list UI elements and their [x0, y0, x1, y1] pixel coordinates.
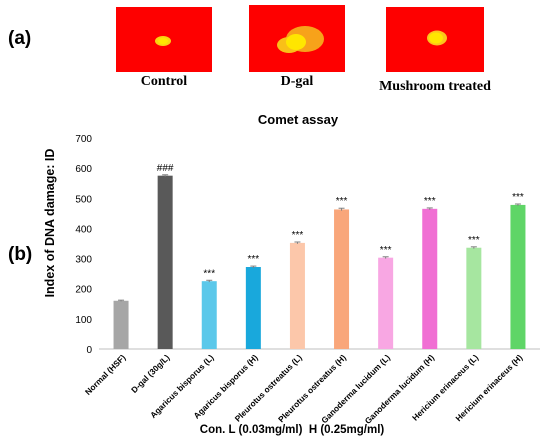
significance-label: ***	[424, 196, 436, 207]
y-tick-label: 300	[75, 255, 92, 266]
bar	[466, 247, 482, 349]
y-tick-label: 600	[75, 164, 92, 175]
y-axis-label: Index of DNA damage: ID	[43, 149, 57, 298]
comet-caption-dgal: D-gal	[280, 74, 314, 89]
significance-label: ###	[157, 163, 174, 174]
comet-caption-control: Control	[140, 74, 188, 89]
bar	[113, 300, 129, 349]
significance-label: ***	[292, 230, 304, 241]
y-tick-label: 100	[75, 315, 92, 326]
bar	[201, 281, 217, 349]
significance-label: ***	[512, 192, 524, 203]
significance-label: ***	[468, 235, 480, 246]
significance-label: ***	[380, 245, 392, 256]
panel-b-label: (b)	[8, 244, 33, 265]
significance-label: ***	[203, 268, 215, 279]
bar	[378, 257, 394, 349]
y-tick-label: 200	[75, 285, 92, 296]
bar	[422, 208, 438, 349]
comet-image-mushroom-treated	[386, 7, 484, 72]
bar	[334, 209, 350, 349]
bar	[510, 204, 526, 349]
y-tick-label: 500	[75, 194, 92, 205]
comet-image-dgal	[249, 5, 345, 72]
bar	[289, 242, 305, 349]
y-tick-label: 0	[86, 345, 92, 356]
comet-image-control	[116, 7, 212, 72]
x-tick-label: D-gal (30g/L)	[129, 352, 172, 395]
significance-label: ***	[336, 196, 348, 207]
bar	[157, 175, 173, 349]
bar	[245, 267, 261, 349]
significance-label: ***	[248, 254, 260, 265]
chart-title: Comet assay	[258, 112, 339, 127]
y-tick-label: 700	[75, 134, 92, 145]
comet-caption-mushroom-treated: Mushroom treated	[379, 79, 491, 94]
x-axis-footnote: Con. L (0.03mg/ml) H (0.25mg/ml)	[200, 424, 385, 436]
x-tick-label: Normal (HSF)	[83, 352, 128, 397]
y-tick-label: 400	[75, 224, 92, 235]
panel-a-label: (a)	[8, 28, 32, 49]
